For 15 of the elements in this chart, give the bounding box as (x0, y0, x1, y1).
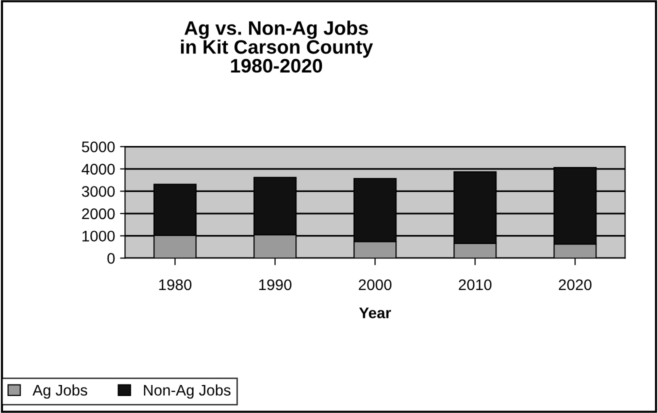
y-tick-label: 2000 (82, 208, 115, 220)
x-tick-label: 2000 (358, 279, 392, 290)
legend-label: Ag Jobs (32, 384, 88, 399)
chart-title: Ag vs. Non-Ag Jobs in Kit Carson County 1980-2020 (181, 20, 373, 73)
y-tick-label: 1000 (82, 230, 115, 242)
x-tick-label: 1990 (259, 279, 292, 290)
x-tick-label: 1980 (159, 279, 192, 290)
legend-label: Non-Ag Jobs (144, 384, 230, 399)
x-tick-label: 2010 (458, 279, 492, 290)
x-axis-title: Year (359, 308, 391, 318)
y-tick-label: 0 (107, 252, 115, 264)
y-tick-label: 3000 (82, 186, 115, 197)
y-tick-label: 4000 (82, 164, 115, 175)
y-tick-label: 5000 (82, 141, 115, 152)
x-tick-label: 2020 (558, 279, 592, 290)
